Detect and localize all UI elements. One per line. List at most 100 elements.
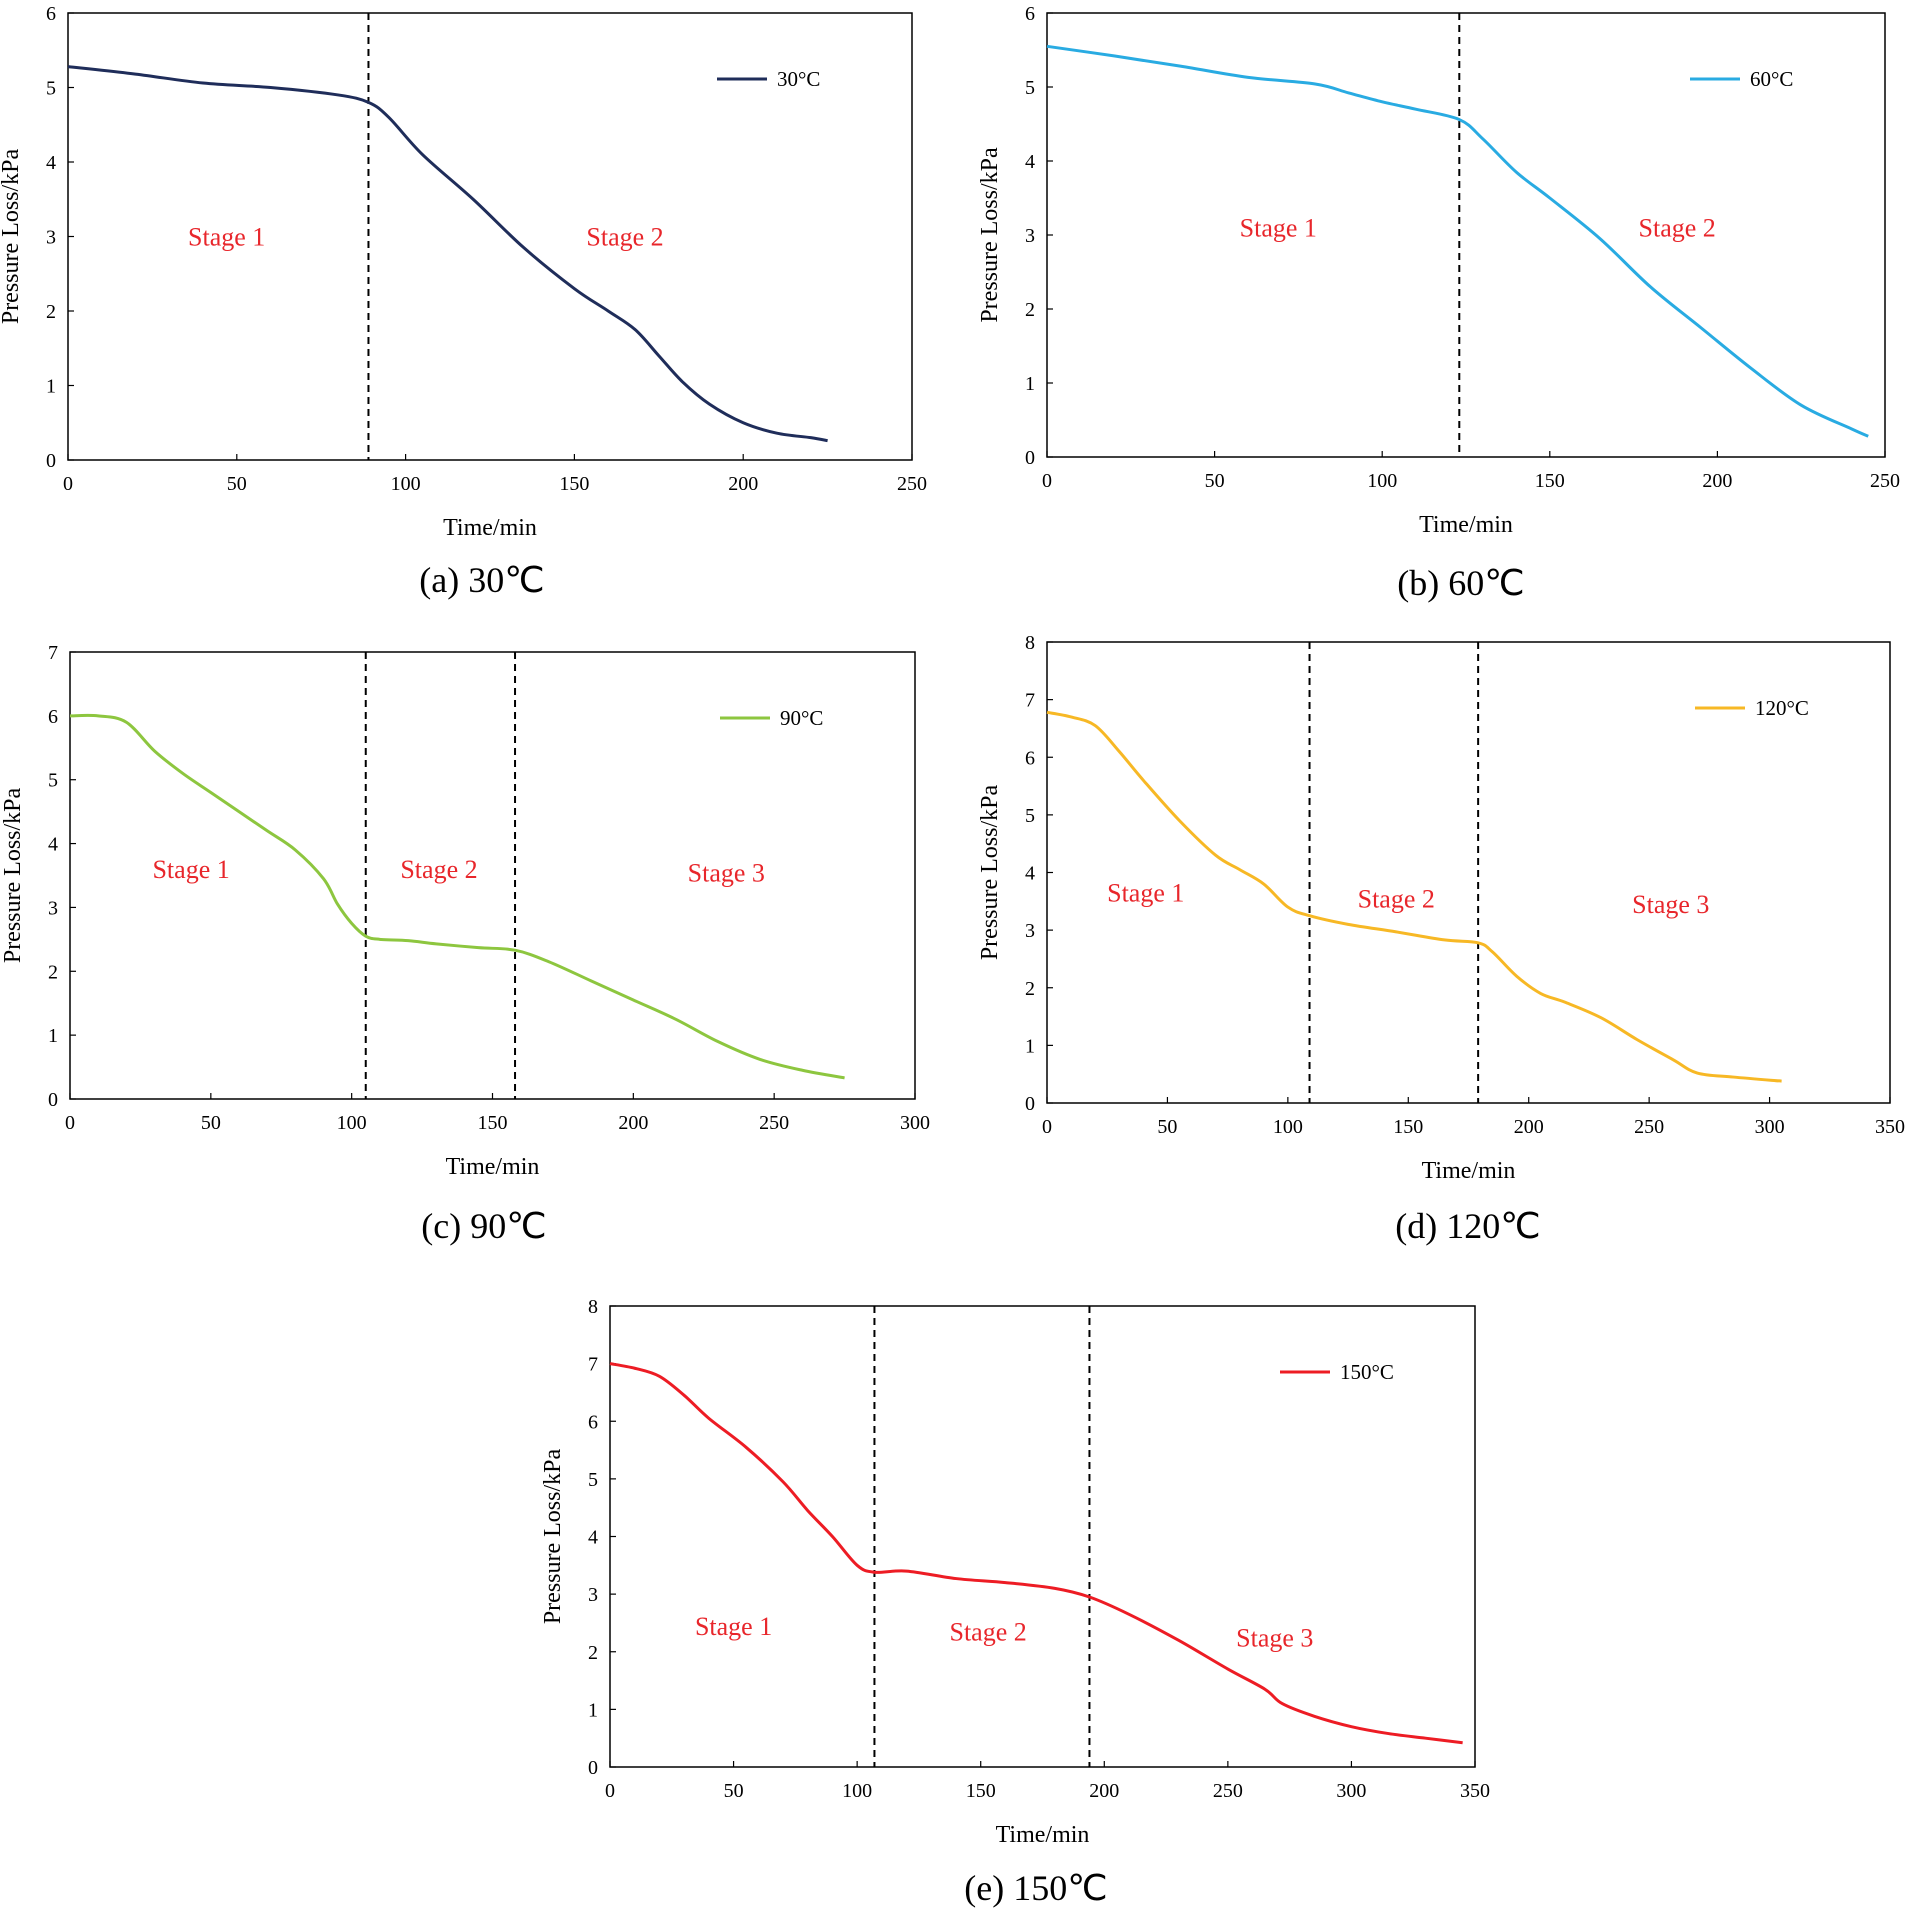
stage-label: Stage 1 bbox=[695, 1612, 772, 1641]
x-axis-title: Time/min bbox=[996, 1822, 1090, 1848]
x-tick-label: 100 bbox=[842, 1780, 872, 1802]
y-tick-label: 0 bbox=[1025, 447, 1035, 469]
series-line bbox=[67, 65, 828, 443]
x-tick-label: 0 bbox=[1042, 1116, 1052, 1138]
y-tick-label: 3 bbox=[46, 227, 56, 249]
y-tick-label: 7 bbox=[48, 642, 58, 664]
x-tick-label: 300 bbox=[1336, 1780, 1366, 1802]
x-axis-title: Time/min bbox=[1422, 1158, 1516, 1184]
x-tick-label: 250 bbox=[1213, 1780, 1243, 1802]
stage-label: Stage 2 bbox=[1358, 884, 1435, 913]
y-tick-label: 3 bbox=[1025, 920, 1035, 942]
stage-label: Stage 2 bbox=[400, 855, 477, 884]
stage-label: Stage 2 bbox=[949, 1618, 1026, 1647]
y-tick-label: 8 bbox=[1025, 632, 1035, 654]
x-tick-label: 300 bbox=[1755, 1116, 1785, 1138]
chart-panel-a: 0 50 100 150 200 250 0 1 2 3 4 5 6 Time/min Pressure L… bbox=[0, 3, 927, 600]
series-line bbox=[69, 713, 845, 1080]
y-axis-title: Pressure Loss/kPa bbox=[0, 787, 26, 963]
y-tick-label: 3 bbox=[48, 897, 58, 919]
chart-panel-b: 0 50 100 150 200 250 0 1 2 3 4 5 6 Time/min Pressure L… bbox=[977, 3, 1900, 603]
panel-caption: (a) 30℃ bbox=[419, 560, 544, 600]
x-tick-label: 50 bbox=[227, 473, 247, 495]
x-tick-label: 200 bbox=[1702, 470, 1732, 492]
x-tick-label: 0 bbox=[65, 1112, 75, 1134]
stage-label: Stage 1 bbox=[188, 223, 265, 252]
x-tick-label: 200 bbox=[1089, 1780, 1119, 1802]
x-tick-label: 150 bbox=[559, 473, 589, 495]
y-axis-title: Pressure Loss/kPa bbox=[977, 784, 1003, 960]
legend-label: 90°C bbox=[780, 706, 823, 730]
x-tick-label: 50 bbox=[724, 1780, 744, 1802]
y-axis-title: Pressure Loss/kPa bbox=[0, 148, 24, 324]
x-tick-label: 0 bbox=[1042, 470, 1052, 492]
x-tick-label: 100 bbox=[391, 473, 421, 495]
stage-label: Stage 1 bbox=[1240, 214, 1317, 243]
series-line bbox=[1046, 44, 1869, 438]
x-tick-label: 50 bbox=[1205, 470, 1225, 492]
y-tick-label: 1 bbox=[46, 376, 56, 398]
y-tick-label: 8 bbox=[588, 1296, 598, 1318]
y-tick-label: 4 bbox=[48, 834, 58, 856]
chart-panel-e: 0 50 100 150 200 250 300 350 0 1 2 3 4 5 6 7 8 Time/min Pr… bbox=[540, 1296, 1490, 1908]
y-tick-label: 4 bbox=[46, 152, 56, 174]
y-tick-label: 7 bbox=[588, 1354, 598, 1376]
x-tick-label: 50 bbox=[1157, 1116, 1177, 1138]
legend-label: 120°C bbox=[1755, 696, 1809, 720]
y-tick-label: 3 bbox=[1025, 225, 1035, 247]
x-tick-label: 150 bbox=[1535, 470, 1565, 492]
y-tick-label: 1 bbox=[48, 1025, 58, 1047]
y-tick-label: 6 bbox=[588, 1411, 598, 1433]
legend-label: 30°C bbox=[777, 67, 820, 91]
chart-panel-d: 0 50 100 150 200 250 300 350 0 1 2 3 4 5 6 7 8 Time/min Pr… bbox=[977, 632, 1905, 1246]
x-tick-label: 250 bbox=[1634, 1116, 1664, 1138]
panel-caption: (b) 60℃ bbox=[1397, 563, 1524, 603]
legend-label: 60°C bbox=[1750, 67, 1793, 91]
y-tick-label: 6 bbox=[1025, 747, 1035, 769]
y-tick-label: 4 bbox=[1025, 151, 1035, 173]
y-tick-label: 5 bbox=[48, 770, 58, 792]
y-tick-label: 6 bbox=[1025, 3, 1035, 25]
x-axis-title: Time/min bbox=[446, 1154, 540, 1180]
y-axis-title: Pressure Loss/kPa bbox=[540, 1448, 566, 1624]
x-tick-label: 250 bbox=[1870, 470, 1900, 492]
stage-label: Stage 2 bbox=[586, 223, 663, 252]
y-tick-label: 5 bbox=[1025, 805, 1035, 827]
y-tick-label: 2 bbox=[1025, 299, 1035, 321]
x-tick-label: 0 bbox=[605, 1780, 615, 1802]
y-tick-label: 2 bbox=[1025, 978, 1035, 1000]
x-axis-title: Time/min bbox=[1419, 512, 1513, 538]
x-tick-label: 100 bbox=[1367, 470, 1397, 492]
y-tick-label: 0 bbox=[1025, 1093, 1035, 1115]
panel-caption: (e) 150℃ bbox=[964, 1868, 1107, 1908]
panel-caption: (c) 90℃ bbox=[421, 1206, 546, 1246]
x-tick-label: 300 bbox=[900, 1112, 930, 1134]
y-tick-label: 0 bbox=[588, 1757, 598, 1779]
x-tick-label: 150 bbox=[966, 1780, 996, 1802]
stage-label: Stage 1 bbox=[1107, 879, 1184, 908]
y-tick-label: 2 bbox=[588, 1642, 598, 1664]
y-tick-label: 1 bbox=[588, 1699, 598, 1721]
y-tick-label: 1 bbox=[1025, 373, 1035, 395]
x-tick-label: 250 bbox=[759, 1112, 789, 1134]
stage-label: Stage 3 bbox=[1236, 1623, 1313, 1652]
x-tick-label: 350 bbox=[1875, 1116, 1905, 1138]
chart-panel-c: 0 50 100 150 200 250 300 0 1 2 3 4 5 6 7 Time/min Pressu… bbox=[0, 642, 930, 1246]
stage-label: Stage 3 bbox=[688, 858, 765, 887]
y-tick-label: 5 bbox=[1025, 77, 1035, 99]
y-tick-label: 5 bbox=[46, 78, 56, 100]
x-tick-label: 150 bbox=[478, 1112, 508, 1134]
stage-label: Stage 3 bbox=[1632, 890, 1709, 919]
y-tick-label: 1 bbox=[1025, 1035, 1035, 1057]
series-line bbox=[609, 1362, 1463, 1745]
x-axis-title: Time/min bbox=[443, 515, 537, 541]
x-tick-label: 0 bbox=[63, 473, 73, 495]
y-tick-label: 2 bbox=[48, 961, 58, 983]
legend-label: 150°C bbox=[1340, 1360, 1394, 1384]
stage-label: Stage 1 bbox=[152, 855, 229, 884]
y-tick-label: 6 bbox=[48, 706, 58, 728]
x-tick-label: 100 bbox=[1273, 1116, 1303, 1138]
y-tick-label: 3 bbox=[588, 1584, 598, 1606]
y-tick-label: 6 bbox=[46, 3, 56, 25]
